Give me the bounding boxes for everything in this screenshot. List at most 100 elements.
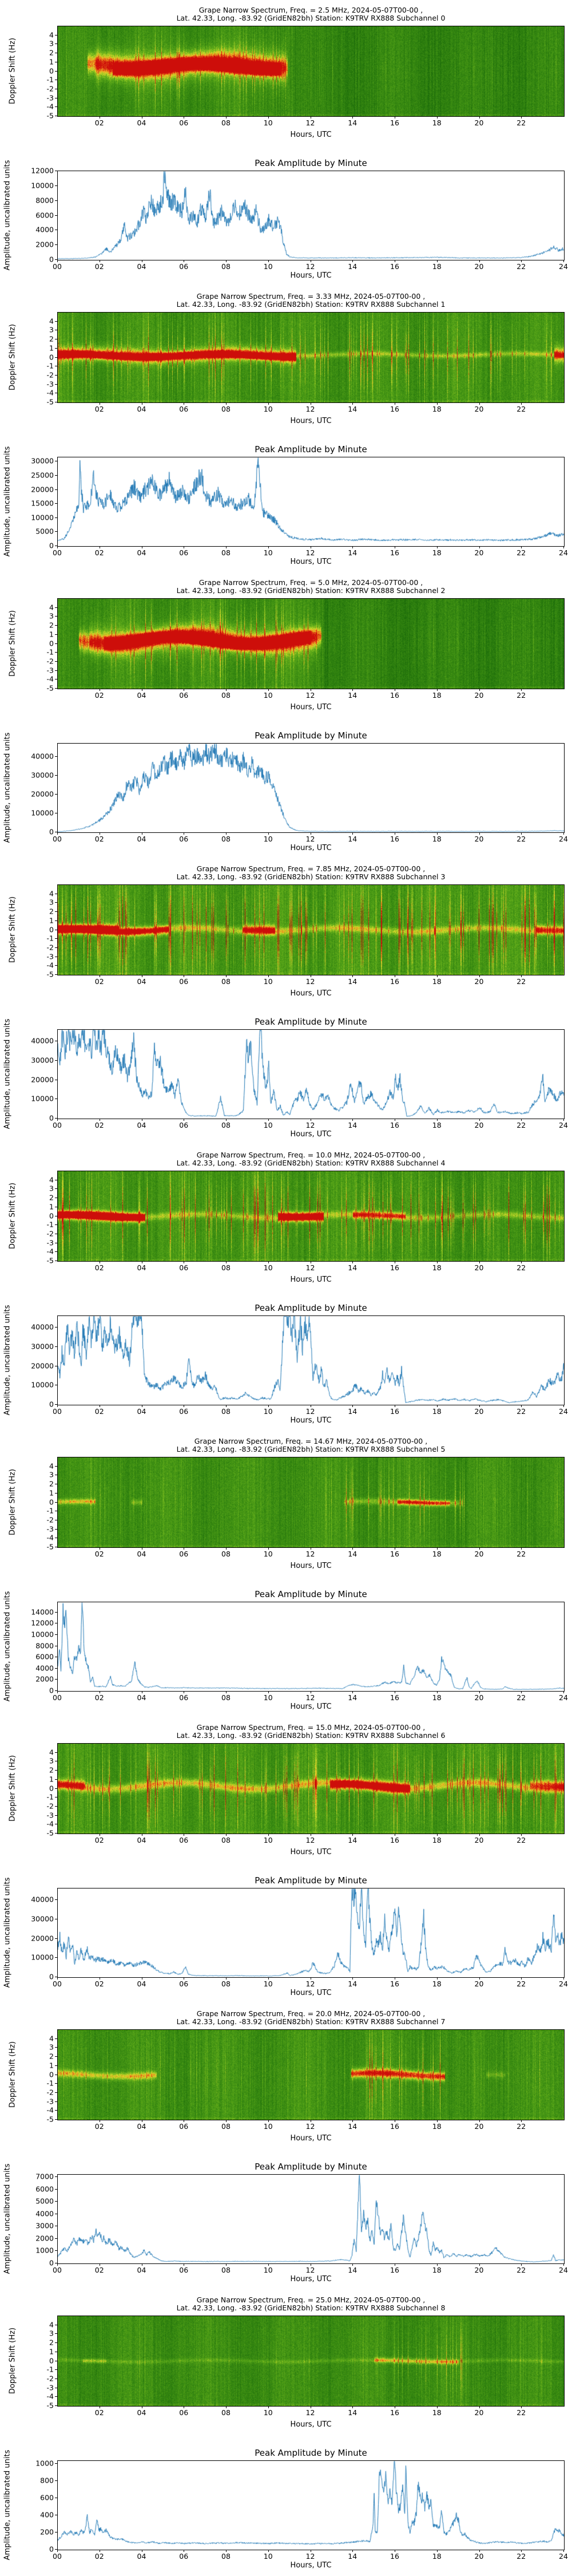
y-tick-mark <box>55 70 57 72</box>
x-tick-label: 08 <box>221 548 231 557</box>
y-tick-mark <box>55 2250 57 2251</box>
x-tick-label: 00 <box>53 1693 62 1702</box>
x-tick-mark <box>479 1119 480 1121</box>
y-tick-label: 1000 <box>35 2459 54 2467</box>
amplitude-x-axis-label: Hours, UTC <box>290 1702 332 1711</box>
x-tick-label: 18 <box>432 2552 442 2561</box>
y-tick-label: 0 <box>49 66 54 75</box>
x-tick-label: 14 <box>348 262 357 271</box>
x-tick-mark <box>268 402 269 405</box>
y-tick-mark <box>55 1118 57 1119</box>
x-tick-label: 10 <box>263 977 273 986</box>
y-tick-mark <box>55 794 57 795</box>
x-tick-label: 10 <box>263 2408 273 2417</box>
spectrogram-y-axis-label: Doppler Shift (Hz) <box>8 324 17 390</box>
x-tick-label: 16 <box>390 2266 399 2274</box>
x-tick-mark <box>521 260 522 262</box>
y-tick-label: 1 <box>49 2061 54 2070</box>
x-tick-label: 08 <box>221 262 231 271</box>
x-tick-mark <box>521 1834 522 1836</box>
y-tick-label: 30000 <box>31 1056 54 1065</box>
x-tick-mark <box>479 116 480 118</box>
y-tick-label: 1 <box>49 916 54 925</box>
amplitude-x-axis-label: Hours, UTC <box>290 844 332 852</box>
x-tick-mark <box>352 2406 353 2408</box>
y-tick-label: 2000 <box>35 2234 54 2243</box>
subchannel-figure: Grape Narrow Spectrum, Freq. = 7.85 MHz,… <box>0 859 572 1145</box>
y-tick-label: 2 <box>49 1479 54 1488</box>
subchannel-figure: Grape Narrow Spectrum, Freq. = 2.5 MHz, … <box>0 0 572 286</box>
x-tick-label: 06 <box>179 548 189 557</box>
x-tick-mark <box>352 546 353 548</box>
amplitude-line <box>58 1602 564 1691</box>
spectrogram-subtitle: Lat. 42.33, Long. -83.92 (GridEN82bh) St… <box>176 1159 446 1167</box>
x-tick-mark <box>226 1405 227 1407</box>
x-tick-label: 14 <box>348 1550 357 1558</box>
spectrogram-y-axis-label: Doppler Shift (Hz) <box>8 896 17 963</box>
x-tick-label: 10 <box>263 262 273 271</box>
x-tick-label: 20 <box>474 691 484 700</box>
x-tick-label: 14 <box>348 977 357 986</box>
subchannel-figure: Grape Narrow Spectrum, Freq. = 15.0 MHz,… <box>0 1717 572 2004</box>
spectrogram-subtitle: Lat. 42.33, Long. -83.92 (GridEN82bh) St… <box>176 1445 446 1453</box>
y-tick-label: -5 <box>46 2115 54 2124</box>
x-tick-label: 10 <box>263 1121 273 1129</box>
y-tick-mark <box>55 1788 57 1789</box>
x-tick-mark <box>479 2550 480 2552</box>
y-tick-label: 0 <box>49 353 54 361</box>
x-tick-label: 14 <box>348 405 357 413</box>
x-tick-label: 08 <box>221 1121 231 1129</box>
y-tick-mark <box>55 2369 57 2370</box>
amplitude-line <box>58 1888 564 1977</box>
y-tick-mark <box>55 1528 57 1530</box>
amplitude-title: Peak Amplitude by Minute <box>255 1875 367 1886</box>
y-tick-label: -5 <box>46 1828 54 1838</box>
x-tick-mark <box>268 1691 269 1693</box>
amplitude-x-axis-label: Hours, UTC <box>290 558 332 566</box>
x-tick-mark <box>563 546 564 548</box>
x-tick-label: 10 <box>263 1693 273 1702</box>
x-tick-label: 02 <box>94 1121 104 1129</box>
x-tick-label: 12 <box>305 2552 315 2561</box>
x-tick-label: 16 <box>390 1407 399 1416</box>
spectrogram-y-axis-label: Doppler Shift (Hz) <box>8 1469 17 1535</box>
y-tick-label: 1 <box>49 343 54 353</box>
x-tick-mark <box>436 975 438 977</box>
x-tick-label: 12 <box>305 1836 315 1844</box>
x-tick-label: 06 <box>179 405 189 413</box>
amplitude-x-axis-label: Hours, UTC <box>290 2275 332 2283</box>
y-tick-mark <box>55 2119 57 2120</box>
y-tick-label: 2 <box>49 2052 54 2061</box>
y-tick-label: -4 <box>46 1819 54 1828</box>
y-tick-mark <box>55 2047 57 2048</box>
x-tick-label: 08 <box>221 2266 231 2274</box>
x-tick-mark <box>352 402 353 405</box>
x-tick-label: 12 <box>305 1407 315 1416</box>
y-tick-label: 10000 <box>31 181 54 190</box>
spectrogram-x-axis-label: Hours, UTC <box>290 1275 332 1284</box>
amplitude-y-axis-label: Amplitude, uncalibrated units <box>3 1591 12 1702</box>
y-tick-label: -4 <box>46 102 54 111</box>
spectrogram-image <box>58 313 564 402</box>
x-tick-mark <box>268 546 269 548</box>
x-tick-mark <box>479 1691 480 1693</box>
amplitude-y-axis-label: Amplitude, uncalibrated units <box>3 2449 12 2561</box>
x-tick-label: 06 <box>179 2122 189 2131</box>
y-tick-label: 400 <box>40 2510 54 2519</box>
y-tick-mark <box>55 475 57 476</box>
x-tick-mark <box>57 1119 58 1121</box>
y-tick-label: -4 <box>46 961 54 970</box>
y-tick-label: 20000 <box>31 789 54 799</box>
y-tick-mark <box>55 974 57 975</box>
x-tick-mark <box>268 2120 269 2122</box>
x-tick-label: 20 <box>474 2266 484 2274</box>
x-tick-label: 04 <box>137 1550 146 1558</box>
x-tick-label: 10 <box>263 835 273 843</box>
x-tick-label: 02 <box>94 548 104 557</box>
x-tick-label: 18 <box>432 1836 442 1844</box>
y-tick-mark <box>55 244 57 246</box>
x-tick-mark <box>268 975 269 977</box>
x-tick-label: 20 <box>474 2552 484 2561</box>
y-tick-label: 30000 <box>31 456 54 465</box>
x-tick-label: 04 <box>137 1693 146 1702</box>
